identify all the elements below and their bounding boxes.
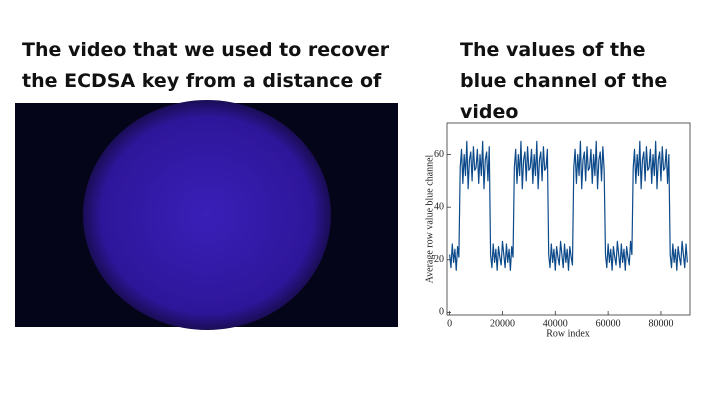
data-line (449, 140, 688, 271)
y-tick-label: 60 (434, 149, 444, 160)
x-tick-label: 60000 (596, 318, 621, 329)
y-tick-label: 0 (439, 307, 444, 318)
x-axis-label: Row index (546, 328, 590, 339)
light-spot (83, 100, 331, 330)
x-tick-label: 40000 (543, 318, 568, 329)
chart-title: The values of the blue channel of the vi… (460, 39, 668, 123)
y-tick-label: 20 (434, 254, 444, 265)
plot-frame (446, 122, 691, 316)
y-tick-label: 40 (434, 201, 444, 212)
x-tick-label: 80000 (648, 318, 673, 329)
x-tick-label: 20000 (490, 318, 515, 329)
y-axis-label: Average row value blue channel (424, 154, 435, 283)
x-tick-label: 0 (447, 318, 452, 329)
